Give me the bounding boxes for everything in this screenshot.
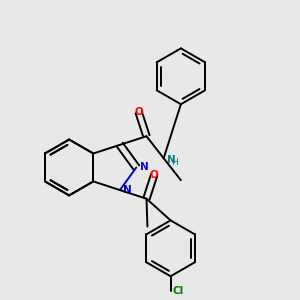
Text: O: O xyxy=(134,107,143,117)
Text: N: N xyxy=(167,155,176,165)
Text: N: N xyxy=(123,185,132,195)
Text: Cl: Cl xyxy=(172,286,183,296)
Text: N: N xyxy=(140,163,148,172)
Text: O: O xyxy=(150,170,159,180)
Text: H: H xyxy=(171,158,178,166)
